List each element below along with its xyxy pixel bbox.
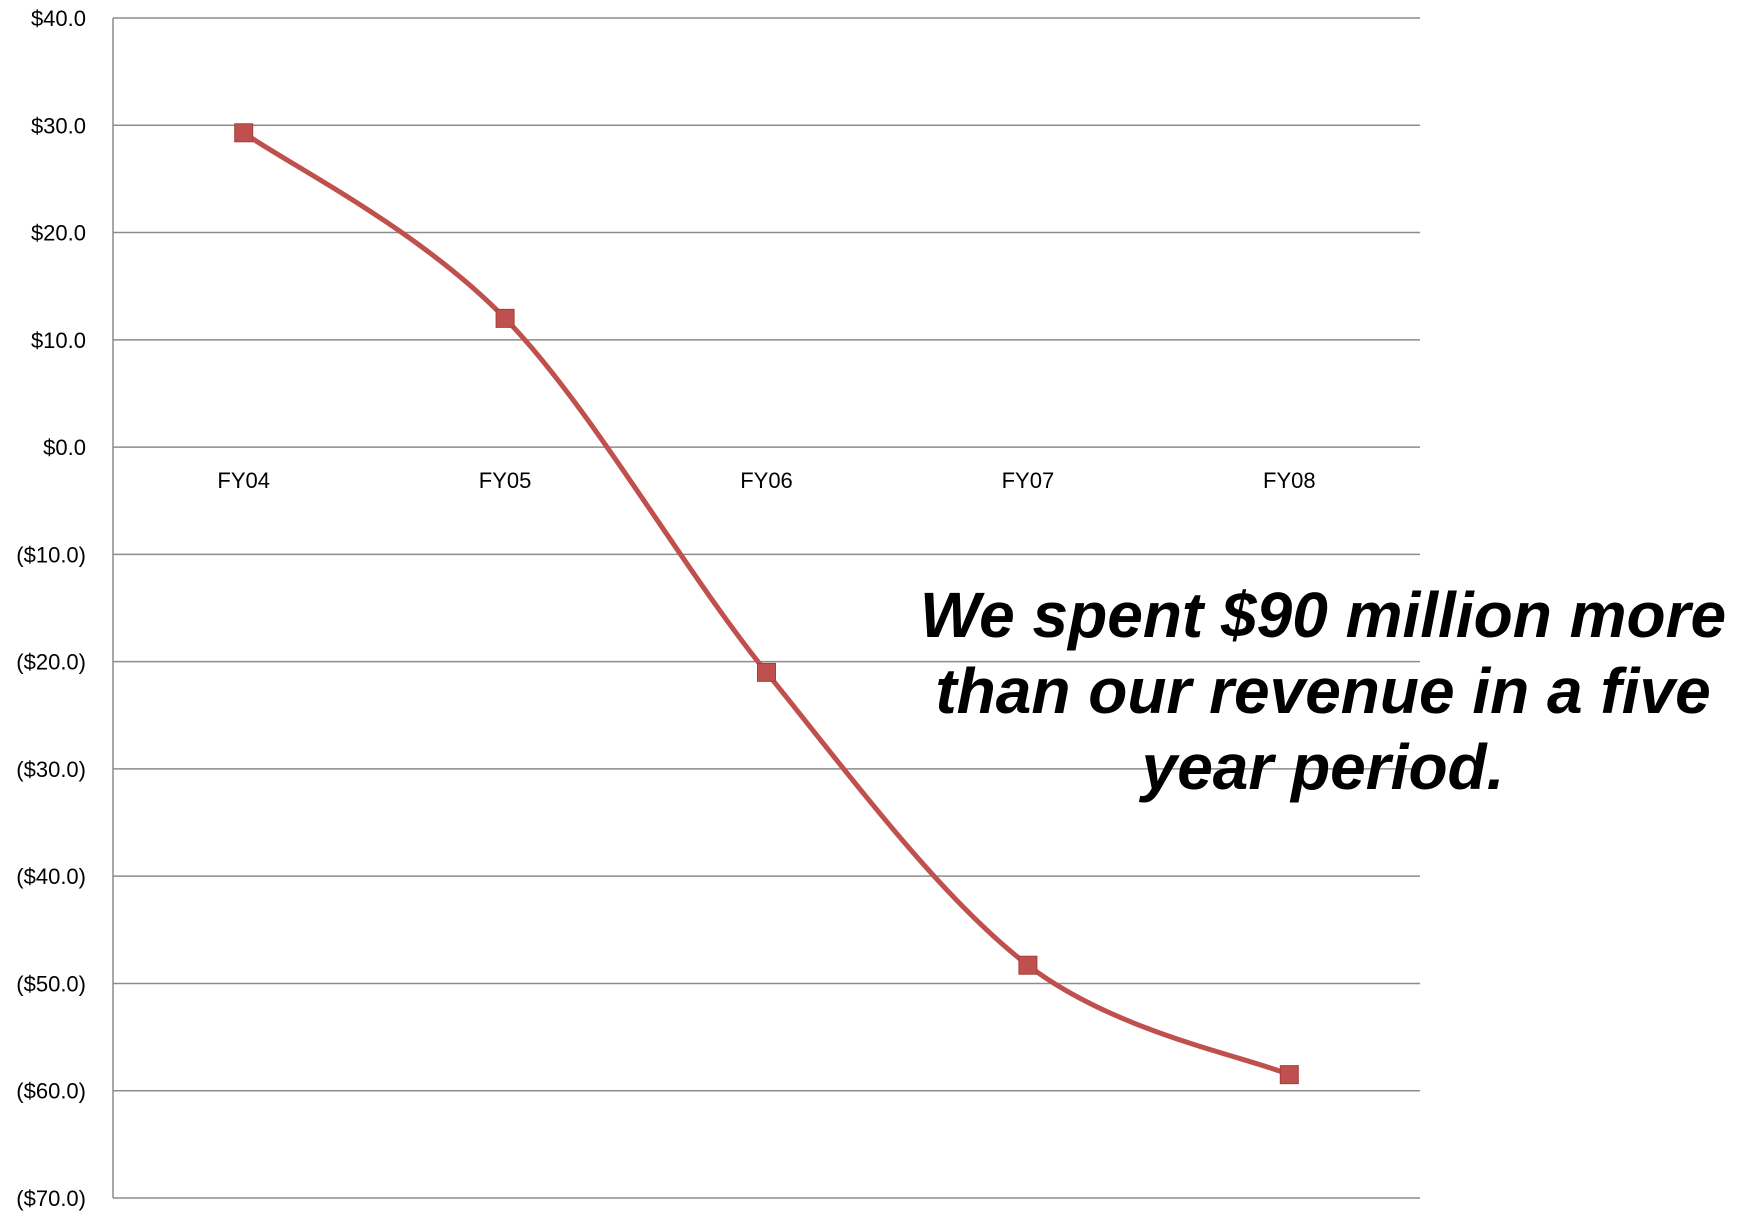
y-tick-label: $30.0 — [31, 113, 86, 138]
y-tick-label: ($20.0) — [16, 650, 86, 675]
x-category-label: FY06 — [740, 468, 793, 493]
series-group — [234, 123, 1299, 1085]
y-tick-label: ($30.0) — [16, 757, 86, 782]
y-tick-labels: $40.0 $30.0 $20.0 $10.0 $0.0 ($10.0) ($20.0) ($… — [16, 6, 86, 1211]
x-category-label: FY08 — [1263, 468, 1316, 493]
x-category-label: FY07 — [1002, 468, 1055, 493]
y-tick-label: $40.0 — [31, 6, 86, 31]
y-tick-label: $10.0 — [31, 328, 86, 353]
y-tick-label: ($60.0) — [16, 1079, 86, 1104]
data-point-marker — [495, 308, 515, 328]
y-tick-label: ($10.0) — [16, 542, 86, 567]
data-point-marker — [1279, 1065, 1299, 1085]
x-category-label: FY05 — [479, 468, 532, 493]
chart-annotation: We spent $90 million more than our reven… — [919, 579, 1727, 803]
y-tick-label: $20.0 — [31, 221, 86, 246]
x-category-label: FY04 — [217, 468, 270, 493]
data-point-marker — [1018, 955, 1038, 975]
data-point-marker — [234, 123, 254, 143]
y-tick-label: $0.0 — [43, 435, 86, 460]
data-point-marker — [757, 662, 776, 682]
gridlines — [113, 17, 1420, 1199]
y-tick-label: ($50.0) — [16, 971, 86, 996]
x-category-labels: FY04 FY05 FY06 FY07 FY08 — [217, 468, 1315, 493]
y-tick-label: ($40.0) — [16, 864, 86, 889]
y-tick-label: ($70.0) — [16, 1186, 86, 1211]
